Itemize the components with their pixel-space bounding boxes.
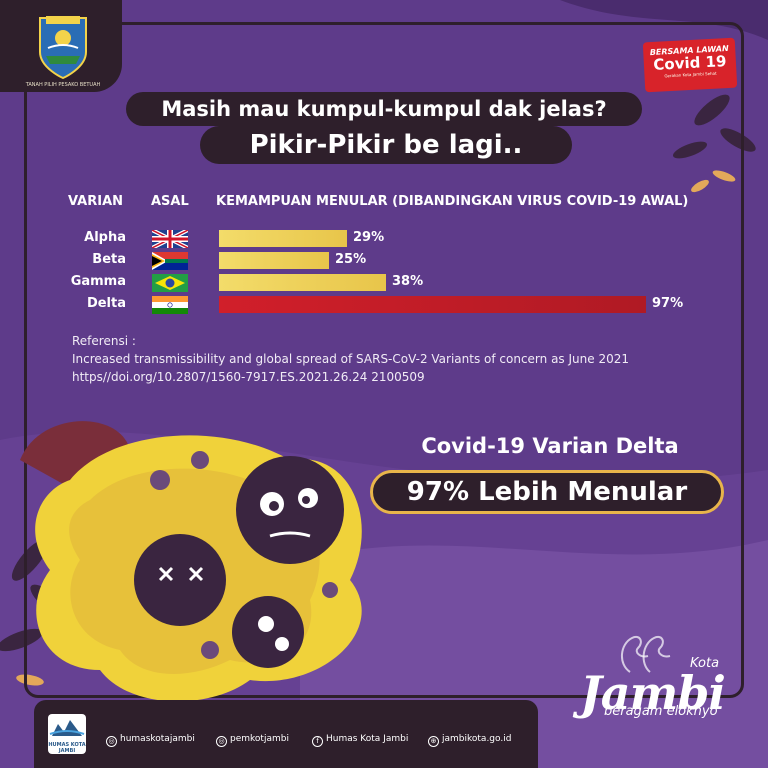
virus-scared [236,456,344,564]
brazil-flag [152,274,188,292]
kota-jambi-emblem [39,16,87,80]
bar-alpha [219,230,347,247]
instagram-icon: ◎ [106,736,117,747]
column-header-varian: VARIAN [68,194,124,209]
humas-logo [48,714,86,754]
bar-value-delta: 97% [652,296,684,311]
variant-label-alpha: Alpha [84,230,126,245]
content-frame [24,22,744,698]
bar-beta [219,252,329,269]
social-facebook[interactable]: f Humas Kota Jambi [312,734,408,747]
bar-gamma [219,274,386,291]
column-header-kemampuan: KEMAMPUAN MENULAR (DIBANDINGKAN VIRUS CO… [216,194,689,209]
variant-label-beta: Beta [92,252,126,267]
bar-value-gamma: 38% [392,274,424,289]
bar-delta [219,296,646,313]
facebook-icon: f [312,736,323,747]
reference-label: Referensi : [72,334,136,348]
delta-highlight: 97% Lebih Menular [370,470,724,514]
social-instagram-humas-text: humaskotajambi [120,734,195,744]
headline-question: Masih mau kumpul-kumpul dak jelas? [126,92,642,126]
globe-icon: ⊕ [428,736,439,747]
social-website-text: jambikota.go.id [442,734,512,744]
social-instagram-pemkot-text: pemkotjambi [230,734,289,744]
virus-spiral [232,596,304,668]
brand-tagline: beragam eloknyo [604,704,718,719]
swan-logo-icon [621,636,671,673]
instagram-icon: ◎ [216,736,227,747]
social-instagram-pemkot[interactable]: ◎ pemkotjambi [216,734,289,747]
social-website[interactable]: ⊕ jambikota.go.id [428,734,511,747]
reference-title: Increased transmissibility and global sp… [72,352,629,366]
south-africa-flag [152,252,188,270]
variant-label-delta: Delta [86,296,126,311]
emblem-caption: TANAH PILIH PESAKO BETUAH [25,82,101,88]
humas-logo-text: HUMAS KOTA JAMBI [48,742,86,754]
united-kingdom-flag [152,230,188,248]
social-facebook-text: Humas Kota Jambi [326,734,409,744]
brand-jambi: Jambi [580,666,726,720]
humas-logo-icon [49,720,85,736]
bersama-lawan-covid-badge: BERSAMA LAWAN Covid 19 Gerakan Kota Jamb… [642,37,738,93]
variant-label-gamma: Gamma [70,274,126,289]
footer-bar [34,700,538,768]
virus-dizzy [134,534,226,626]
leaves-top-right [672,94,756,159]
india-flag [152,296,188,314]
delta-title: Covid-19 Varian Delta [421,434,679,458]
social-instagram-humas[interactable]: ◎ humaskotajambi [106,734,195,747]
bar-value-beta: 25% [335,252,367,267]
column-header-asal: ASAL [151,194,189,209]
brand-kota: Kota [690,656,720,671]
reference-doi: https//doi.org/10.2807/1560-7917.ES.2021… [72,370,425,384]
bar-value-alpha: 29% [353,230,385,245]
headline-think: Pikir-Pikir be lagi.. [200,126,572,164]
virus-illustration [20,421,362,702]
